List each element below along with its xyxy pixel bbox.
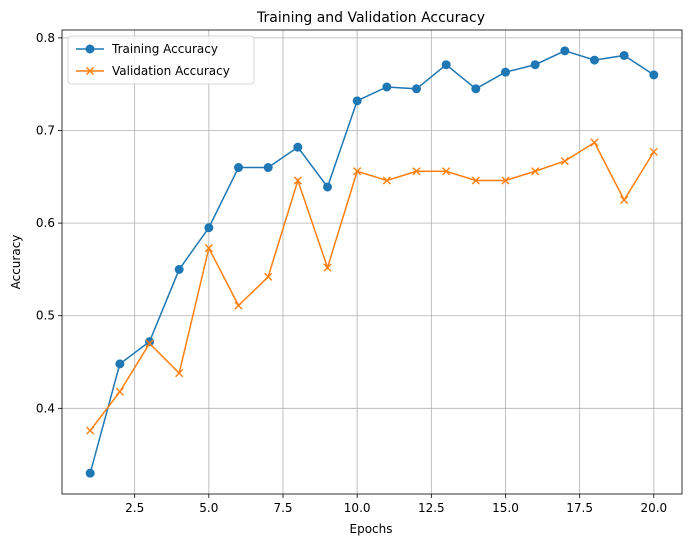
training-point — [500, 67, 510, 77]
x-tick-label: 17.5 — [566, 501, 593, 515]
y-tick-label: 0.4 — [36, 401, 55, 415]
validation-point — [353, 167, 362, 176]
training-point — [441, 60, 451, 70]
x-tick-label: 7.5 — [273, 501, 292, 515]
validation-point — [382, 176, 391, 185]
validation-point — [234, 301, 243, 310]
validation-point — [293, 176, 302, 185]
validation-point — [471, 176, 480, 185]
legend: Training Accuracy Validation Accuracy — [67, 35, 255, 85]
training-series — [85, 46, 659, 478]
training-point — [471, 84, 481, 94]
legend-item-validation: Validation Accuracy — [76, 64, 230, 78]
x-tick-label: 15.0 — [492, 501, 519, 515]
x-tick-label: 5.0 — [199, 501, 218, 515]
training-point — [174, 264, 184, 274]
chart-title: Training and Validation Accuracy — [256, 10, 485, 26]
training-point — [382, 82, 392, 92]
training-point — [560, 46, 570, 56]
validation-point — [531, 167, 540, 176]
y-tick-label: 0.6 — [36, 216, 55, 230]
x-tick-label: 12.5 — [418, 501, 445, 515]
plot-frame — [61, 29, 683, 495]
x-axis-label: Epochs — [350, 522, 393, 536]
validation-point — [442, 167, 451, 176]
training-point — [115, 359, 125, 369]
x-axis-ticks: 2.5 5.0 7.5 10.0 12.5 15.0 17.5 20.0 — [125, 494, 667, 515]
y-tick-label: 0.5 — [36, 309, 55, 323]
legend-label: Training Accuracy — [111, 42, 218, 56]
validation-point — [145, 339, 154, 348]
y-axis-ticks: 0.4 0.5 0.6 0.7 0.8 — [36, 31, 62, 415]
validation-point — [204, 244, 213, 253]
validation-line — [89, 141, 655, 432]
validation-point — [323, 263, 332, 272]
training-point — [234, 163, 244, 173]
legend-item-training: Training Accuracy — [76, 42, 218, 56]
training-point — [145, 337, 155, 347]
training-point — [411, 84, 421, 94]
legend-marker — [85, 66, 95, 76]
validation-point — [86, 426, 95, 435]
legend-box — [67, 35, 255, 85]
legend-marker — [85, 44, 95, 54]
training-point — [352, 96, 362, 106]
grid-lines — [62, 30, 682, 494]
validation-point — [175, 369, 184, 378]
training-point — [323, 182, 333, 192]
series-layer — [85, 46, 659, 478]
validation-point — [649, 147, 658, 156]
training-line — [89, 50, 655, 474]
y-tick-label: 0.8 — [36, 31, 55, 45]
training-point — [589, 55, 599, 65]
validation-point — [264, 272, 273, 281]
training-point — [85, 468, 95, 478]
validation-point — [590, 138, 599, 147]
validation-point — [501, 176, 510, 185]
legend-label: Validation Accuracy — [112, 64, 230, 78]
x-tick-label: 20.0 — [640, 501, 667, 515]
x-tick-label: 10.0 — [344, 501, 371, 515]
validation-point — [412, 167, 421, 176]
validation-point — [560, 156, 569, 166]
validation-point — [115, 387, 124, 396]
training-point — [530, 60, 540, 70]
y-axis-label: Accuracy — [9, 235, 23, 290]
training-point — [293, 142, 303, 152]
validation-series — [86, 138, 658, 435]
training-point — [204, 223, 214, 233]
validation-point — [620, 195, 629, 205]
x-tick-label: 2.5 — [125, 501, 144, 515]
training-point — [649, 70, 659, 80]
y-tick-label: 0.7 — [36, 123, 55, 137]
training-point — [619, 50, 629, 60]
training-point — [263, 163, 273, 173]
